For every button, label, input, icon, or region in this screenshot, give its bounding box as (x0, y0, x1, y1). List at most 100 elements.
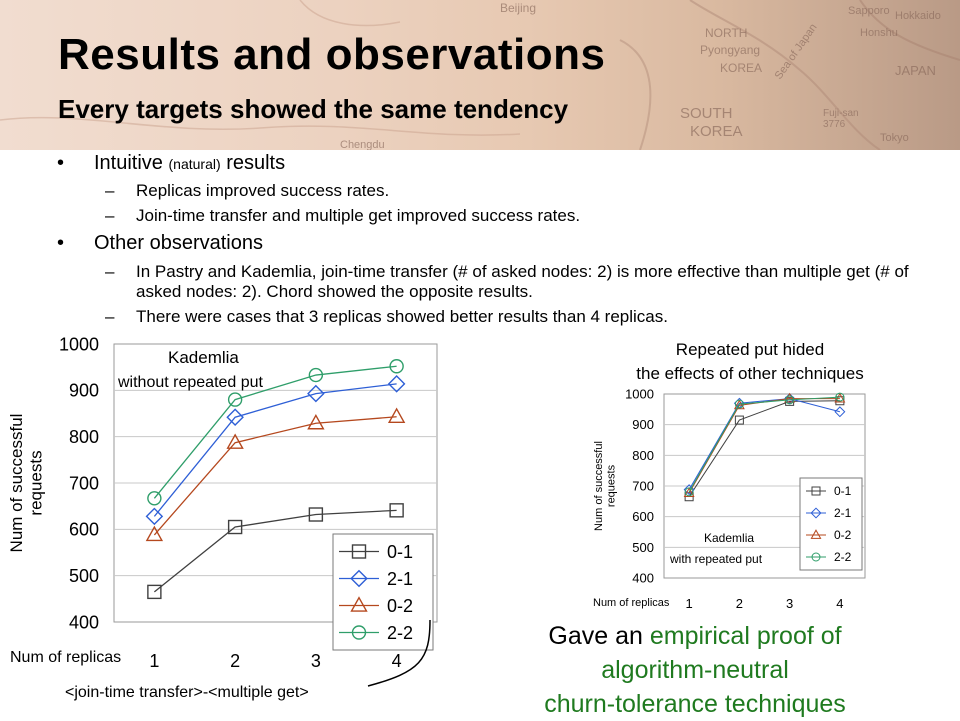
x-tick-label: 2 (230, 651, 240, 671)
sub-bullet-text: There were cases that 3 replicas showed … (136, 307, 668, 326)
sub-bullet-mark: – (105, 206, 115, 225)
legend-item: 0-2 (806, 528, 852, 542)
y-tick-label: 900 (632, 417, 654, 432)
series-line (153, 383, 397, 517)
y-tick-label: 400 (632, 571, 654, 586)
conclusion-part: Gave an (548, 622, 650, 650)
y-axis-label: Num of successfulrequests (593, 441, 618, 531)
x-tick-label: 4 (836, 596, 843, 611)
chart-annotation: with repeated put (669, 552, 763, 566)
bullet-mark: • (57, 152, 65, 174)
series-line (153, 509, 397, 593)
legend-label: 2-2 (387, 623, 413, 643)
map-label: Fuji-san (823, 108, 859, 119)
data-point-square (351, 544, 367, 559)
data-point-triangle (145, 525, 164, 542)
legend-item: 2-2 (806, 550, 852, 564)
data-point-square (811, 486, 821, 496)
series-line (153, 416, 397, 536)
data-point-square (308, 507, 324, 522)
data-point-circle (811, 552, 821, 562)
legend-item: 0-1 (339, 542, 413, 562)
y-tick-label: 700 (632, 479, 654, 494)
map-label: Sapporo (848, 5, 890, 17)
series-line (688, 398, 841, 490)
legend-footnote: <join-time transfer>-<multiple get> (65, 684, 309, 701)
data-point-square (734, 415, 744, 425)
x-tick-label: 3 (311, 651, 321, 671)
map-label: Pyongyang (700, 43, 760, 57)
data-point-diamond (307, 384, 325, 403)
data-point-triangle (834, 392, 846, 403)
data-point-square (147, 584, 162, 600)
x-tick-label: 4 (392, 651, 402, 671)
title-banner: Beijing NORTH Pyongyang KOREA SOUTH KOREA Sea … (0, 0, 960, 150)
y-axis-label-line: Num of successful (593, 441, 605, 531)
bullet-text-after: results (226, 152, 286, 174)
legend-box (799, 477, 863, 571)
x-axis-label: Num of replicas (593, 597, 670, 609)
y-axis-label-line: requests (27, 450, 46, 515)
data-point-circle (785, 395, 795, 405)
data-point-triangle (307, 413, 325, 430)
series-0-2 (145, 407, 406, 542)
y-tick-label: 800 (69, 427, 99, 447)
bullet-text: Intuitive (94, 152, 163, 174)
conclusion-highlight: algorithm-neutral (601, 656, 789, 684)
data-point-circle (308, 367, 324, 383)
series-0-1 (147, 503, 404, 600)
y-axis-label: Num of successfulrequests (7, 414, 46, 553)
data-point-triangle (810, 529, 822, 539)
legend-item: 2-1 (806, 506, 852, 520)
data-point-circle (147, 491, 162, 506)
series-2-1 (145, 375, 406, 526)
series-line (688, 396, 840, 493)
map-label: Hokkaido (895, 10, 941, 22)
legend: 0-1 2-1 0-2 2-2 (799, 477, 863, 571)
legend-box (332, 533, 434, 651)
y-tick-label: 1000 (59, 334, 99, 354)
y-axis-label-line: requests (606, 464, 618, 507)
y-tick-label: 700 (69, 473, 99, 493)
data-point-circle (351, 625, 367, 640)
y-tick-label: 900 (69, 381, 99, 401)
data-point-circle (734, 399, 744, 409)
data-point-square (227, 519, 243, 535)
conclusion-highlight: empirical proof of (649, 622, 842, 650)
y-tick-label: 1000 (625, 387, 654, 402)
legend-item: 2-1 (339, 569, 413, 589)
y-tick-label: 600 (69, 520, 99, 540)
sub-bullet-mark: – (105, 262, 115, 281)
chart-kademlia-without-repeated-put: 400 500 600 700 800 900 1000 1 2 3 4 Num of success… (7, 334, 438, 671)
data-point-triangle (784, 392, 796, 403)
sub-bullet-mark: – (105, 181, 115, 200)
data-point-square (389, 503, 404, 518)
data-point-diamond (350, 569, 368, 588)
chart-annotation: Kademlia (704, 531, 754, 545)
chart-kademlia-with-repeated-put: 400 500 600 700 800 900 1000 1 2 3 4 Num of success… (593, 387, 866, 611)
x-axis-label: Num of replicas (10, 649, 121, 666)
x-tick-label: 1 (149, 651, 159, 671)
x-tick-label: 1 (686, 596, 693, 611)
legend: 0-1 2-1 0-2 2-2 (332, 533, 434, 651)
data-point-circle (835, 392, 845, 402)
map-label: 3776 (823, 119, 846, 130)
map-label: Beijing (500, 1, 536, 15)
chart-annotation: without repeated put (117, 374, 264, 391)
data-point-triangle (733, 399, 745, 410)
note-line: the effects of other techniques (636, 364, 864, 383)
repeated-put-note: Repeated put hided the effects of other … (600, 338, 900, 386)
map-label: KOREA (720, 61, 762, 75)
data-point-triangle (226, 433, 244, 449)
bullet-mark: • (57, 232, 65, 254)
legend-label: 2-1 (834, 506, 852, 520)
y-tick-label: 500 (69, 566, 99, 586)
legend-item: 0-1 (806, 484, 852, 498)
y-tick-label: 600 (632, 509, 654, 524)
page-title: Results and observations (58, 30, 606, 79)
data-point-circle (684, 487, 694, 497)
sub-bullet-mark: – (105, 307, 115, 326)
legend-item: 0-2 (339, 596, 413, 616)
x-tick-label: 3 (786, 596, 793, 611)
conclusion-highlight: churn-tolerance techniques (544, 690, 846, 718)
